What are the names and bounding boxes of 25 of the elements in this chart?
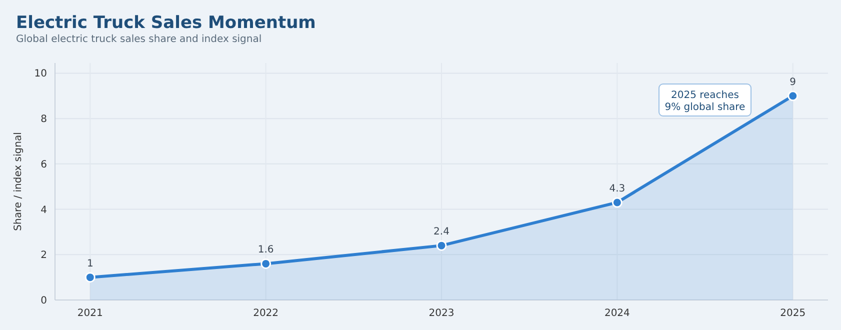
y-tick-label: 2: [40, 250, 47, 262]
point: [260, 258, 272, 269]
data-label: 2.4: [434, 226, 450, 238]
data-label: 4.3: [609, 183, 626, 194]
x-tick-label: 2023: [428, 308, 454, 319]
y-tick-label: 0: [40, 296, 47, 306]
y-tick-label: 6: [40, 159, 47, 170]
point: [788, 90, 798, 102]
data-label: 1: [86, 258, 94, 270]
x-tick-label: 2022: [253, 308, 279, 319]
x-tick-label: 2025: [780, 308, 806, 319]
data-label: 1.6: [258, 244, 274, 256]
y-tick-label: 10: [34, 68, 47, 80]
x-tick-label: 2024: [604, 308, 630, 319]
point: [436, 240, 447, 251]
y-axis-title: Share / index signal: [13, 132, 24, 231]
y-tick-label: 4: [40, 204, 47, 216]
data-label: 9: [790, 76, 796, 88]
y-tick-label: 8: [40, 114, 47, 126]
chart-title: Electric Truck Sales Momentum: [16, 13, 316, 33]
point: [84, 272, 96, 283]
annotation: 2025 reaches 9% global share: [664, 90, 746, 113]
point: [612, 197, 622, 208]
chart-subtitle: Global electric truck sales share and index signal: [16, 34, 262, 45]
x-tick-label: 2021: [77, 308, 103, 319]
